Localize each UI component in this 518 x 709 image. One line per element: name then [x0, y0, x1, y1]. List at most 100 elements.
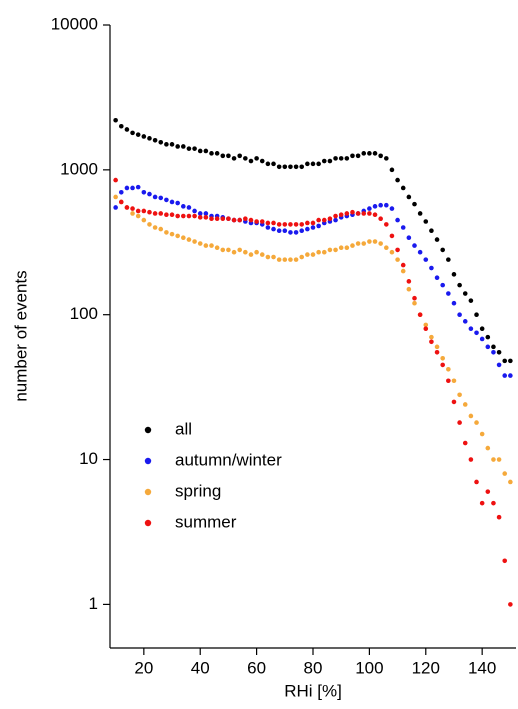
data-point: [175, 200, 180, 206]
data-point: [406, 235, 412, 241]
data-point: [147, 209, 152, 215]
data-point: [384, 245, 389, 251]
data-point: [384, 202, 389, 208]
data-point: [361, 241, 367, 246]
data-point: [164, 212, 169, 218]
data-point: [282, 164, 288, 170]
data-point: [158, 226, 164, 232]
data-point: [446, 291, 451, 296]
data-point: [118, 199, 124, 205]
data-point: [293, 164, 299, 170]
data-point: [316, 217, 321, 223]
data-point: [417, 249, 423, 255]
data-point: [265, 161, 271, 167]
data-point: [485, 445, 491, 451]
data-point: [406, 286, 412, 292]
data-point: [400, 225, 406, 230]
data-point: [203, 211, 209, 216]
data-point: [502, 373, 508, 378]
data-point: [237, 247, 242, 253]
data-point: [395, 177, 400, 183]
x-axis-label: RHi [%]: [284, 681, 342, 700]
data-point: [282, 222, 288, 227]
data-point: [181, 213, 186, 219]
data-point: [113, 194, 118, 200]
data-point: [248, 158, 254, 164]
data-point: [282, 228, 288, 234]
data-point: [355, 211, 361, 216]
data-point: [197, 211, 203, 216]
data-point: [248, 252, 254, 257]
data-point: [237, 153, 242, 159]
data-point: [164, 230, 169, 235]
x-tick-label: 120: [412, 658, 440, 677]
data-point: [378, 216, 383, 221]
data-point: [288, 164, 293, 170]
data-point: [316, 161, 321, 167]
data-point: [440, 282, 445, 288]
x-tick-label: 20: [134, 658, 153, 677]
legend-label: summer: [175, 512, 237, 531]
data-point: [310, 161, 316, 167]
data-point: [367, 211, 372, 216]
data-point: [468, 457, 474, 462]
data-point: [446, 257, 451, 262]
data-point: [141, 134, 147, 139]
data-point: [254, 249, 259, 255]
data-point: [164, 142, 169, 147]
data-point: [446, 366, 451, 372]
data-point: [293, 257, 299, 262]
data-point: [158, 211, 164, 216]
data-point: [214, 245, 220, 251]
data-point: [248, 217, 254, 223]
data-point: [423, 322, 429, 328]
data-point: [209, 243, 214, 248]
data-point: [502, 558, 508, 564]
data-point: [254, 219, 259, 224]
data-point: [333, 156, 338, 161]
data-point: [508, 373, 513, 378]
data-point: [113, 117, 118, 123]
data-point: [372, 212, 378, 218]
data-point: [440, 247, 445, 253]
data-point: [491, 344, 496, 350]
y-tick-label: 10: [79, 449, 98, 468]
data-point: [372, 239, 378, 244]
data-point: [462, 319, 468, 324]
data-point: [192, 213, 197, 219]
data-point: [175, 144, 180, 149]
data-point: [124, 185, 130, 191]
data-point: [147, 191, 152, 197]
x-tick-label: 40: [191, 658, 210, 677]
data-point: [316, 223, 321, 229]
data-point: [220, 247, 226, 253]
data-point: [186, 213, 192, 219]
data-point: [321, 249, 327, 255]
data-point: [468, 298, 474, 303]
data-point: [338, 156, 344, 161]
data-point: [305, 252, 310, 257]
data-point: [135, 132, 141, 137]
data-point: [203, 243, 209, 248]
data-point: [192, 146, 197, 151]
data-point: [400, 262, 406, 268]
data-point: [496, 362, 502, 368]
data-point: [485, 334, 491, 340]
data-point: [508, 602, 513, 607]
legend-marker: [144, 488, 152, 496]
data-point: [384, 156, 389, 161]
data-point: [310, 220, 316, 226]
data-point: [203, 148, 209, 154]
data-point: [485, 489, 491, 494]
data-point: [271, 161, 276, 167]
data-point: [192, 208, 197, 214]
data-point: [457, 420, 462, 425]
data-point: [305, 226, 310, 232]
data-point: [147, 222, 152, 227]
data-point: [479, 431, 485, 437]
data-point: [276, 257, 282, 262]
data-point: [417, 312, 423, 317]
data-point: [474, 312, 479, 317]
legend-marker: [144, 457, 152, 465]
x-tick-label: 80: [304, 658, 323, 677]
